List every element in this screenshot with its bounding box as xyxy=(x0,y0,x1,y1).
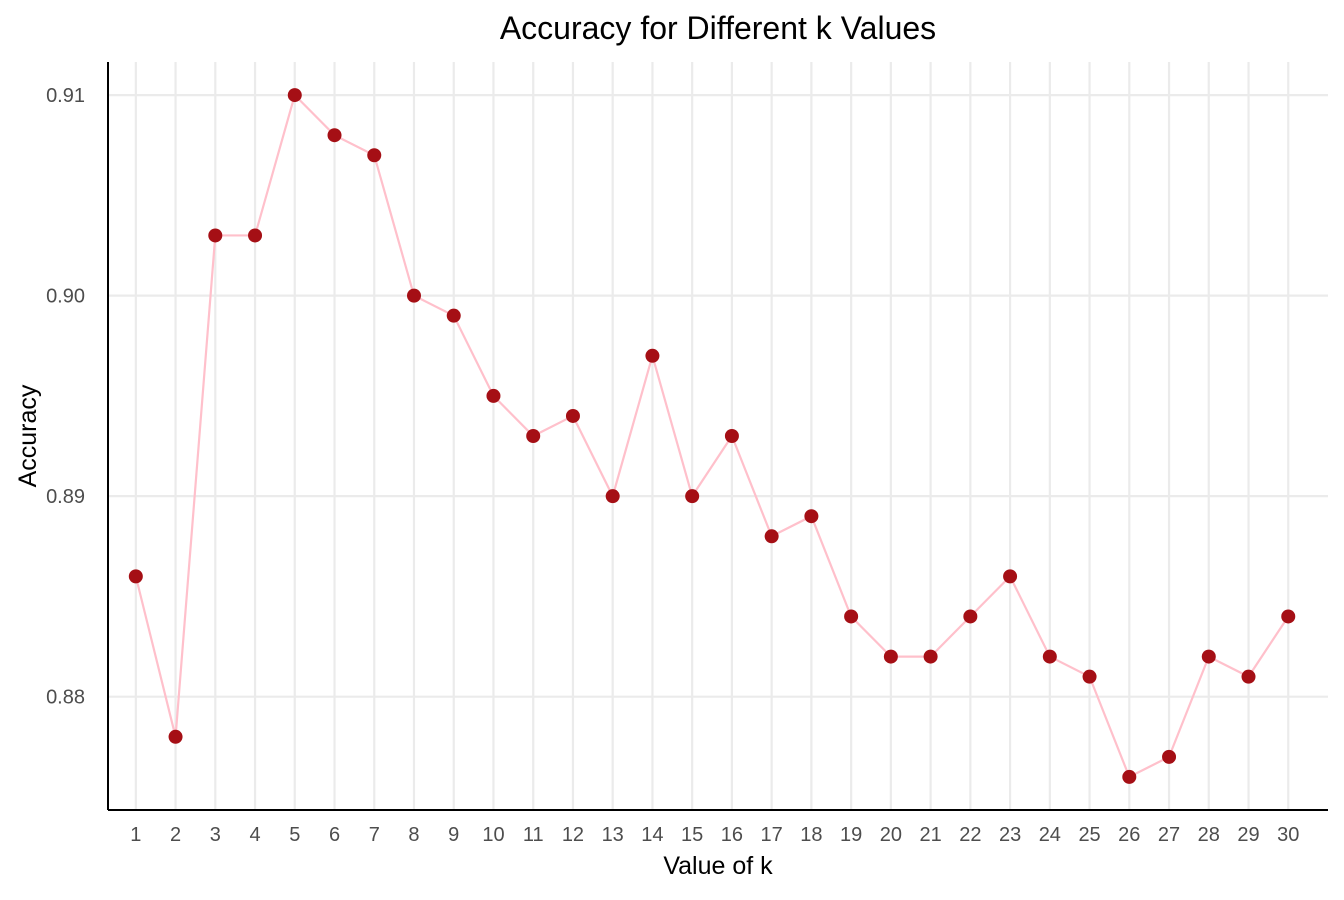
x-tick-label: 18 xyxy=(800,824,822,846)
x-tick-label: 13 xyxy=(602,824,624,846)
x-tick-label: 12 xyxy=(562,824,584,846)
x-tick-label: 21 xyxy=(919,824,941,846)
series-layer xyxy=(134,92,1290,779)
x-tick-label: 22 xyxy=(959,824,981,846)
data-point xyxy=(1003,569,1018,584)
x-tick-label: 6 xyxy=(329,824,340,846)
x-tick-label: 4 xyxy=(249,824,260,846)
x-axis-title: Value of k xyxy=(663,852,773,880)
data-point xyxy=(724,429,739,443)
data-point xyxy=(446,308,461,323)
x-tick-label: 25 xyxy=(1078,824,1100,846)
x-tick-label: 1 xyxy=(130,824,141,846)
data-point xyxy=(248,228,263,243)
chart-title: Accuracy for Different k Values xyxy=(500,10,936,46)
y-tick-label: 0.90 xyxy=(46,286,85,308)
x-tick-label: 17 xyxy=(761,824,783,846)
x-tick-label: 24 xyxy=(1039,824,1061,846)
data-point xyxy=(1082,669,1097,684)
tick-labels: 1 2 3 4 5 6 7 8 9 10 11 12 13 14 15 16 17 18 19 20 21 22 23 24 2… xyxy=(46,85,1299,846)
data-point xyxy=(168,729,183,744)
x-tick-label: 19 xyxy=(840,824,862,846)
data-point xyxy=(605,489,620,504)
y-axis-title: Accuracy xyxy=(14,384,42,487)
x-tick-label: 15 xyxy=(681,824,703,846)
y-tick-label: 0.91 xyxy=(46,85,85,107)
x-tick-label: 23 xyxy=(999,824,1021,846)
x-tick-label: 30 xyxy=(1277,824,1299,846)
x-tick-label: 5 xyxy=(289,824,300,846)
data-point xyxy=(645,348,660,363)
y-tick-label: 0.88 xyxy=(46,687,85,709)
x-tick-label: 26 xyxy=(1118,824,1140,846)
x-tick-label: 8 xyxy=(408,824,419,846)
data-point xyxy=(406,288,421,303)
data-points xyxy=(128,88,1296,784)
x-tick-label: 11 xyxy=(523,824,544,846)
data-point xyxy=(1122,769,1137,784)
data-point xyxy=(1042,649,1057,664)
accuracy-series-line xyxy=(134,92,1290,779)
data-point xyxy=(1162,749,1177,764)
x-tick-label: 3 xyxy=(210,824,221,846)
data-point xyxy=(804,509,819,524)
data-point xyxy=(208,228,223,243)
x-tick-label: 14 xyxy=(641,824,663,846)
x-tick-label: 27 xyxy=(1158,824,1180,846)
y-tick-label: 0.89 xyxy=(46,486,85,508)
data-point xyxy=(367,148,382,163)
data-point xyxy=(764,529,779,544)
data-point xyxy=(565,408,580,423)
axis-layer xyxy=(107,62,1328,811)
x-tick-label: 9 xyxy=(448,824,459,846)
data-point xyxy=(963,609,978,624)
x-tick-label: 20 xyxy=(880,824,902,846)
x-tick-label: 10 xyxy=(482,824,504,846)
data-point xyxy=(287,88,302,103)
x-tick-label: 29 xyxy=(1237,824,1259,846)
data-point xyxy=(1281,609,1296,624)
x-tick-label: 16 xyxy=(721,824,743,846)
data-point xyxy=(486,388,501,403)
data-point xyxy=(128,569,143,584)
data-point xyxy=(923,649,938,664)
x-tick-label: 28 xyxy=(1198,824,1220,846)
data-point xyxy=(844,609,859,624)
data-point xyxy=(327,128,342,143)
data-point xyxy=(526,429,541,443)
data-point xyxy=(1201,649,1216,664)
x-tick-label: 7 xyxy=(369,824,380,846)
grid-layer xyxy=(108,62,1328,810)
data-point xyxy=(1241,669,1256,684)
data-point xyxy=(883,649,898,664)
x-tick-label: 2 xyxy=(170,824,181,846)
data-point xyxy=(685,489,700,504)
